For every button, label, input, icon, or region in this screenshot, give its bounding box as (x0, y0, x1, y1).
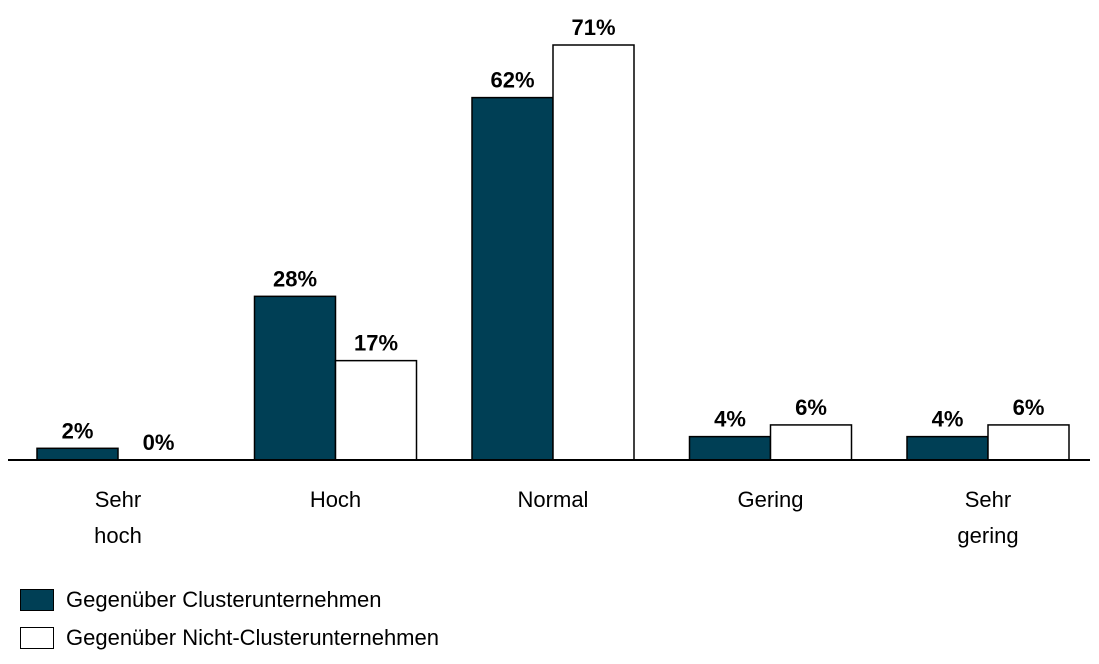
bar-series1-cat3 (471, 96, 554, 461)
value-labels-group: 2% 0% 28% 17% 62% 71% 4% 6% 4% 6% (62, 15, 1045, 455)
bar-series1-cat4 (688, 435, 772, 461)
value-label-series1-cat5: 4% (932, 407, 964, 432)
bar-series2-cat5 (987, 424, 1070, 461)
bar-series2-cat2 (334, 359, 418, 461)
category-label-5-line2: gering (957, 523, 1018, 548)
bar-series2-cat3 (552, 44, 635, 461)
legend-label-non-cluster: Gegenüber Nicht-Clusterunternehmen (66, 625, 439, 650)
value-label-series1-cat3: 62% (490, 68, 534, 93)
value-label-series2-cat3: 71% (571, 15, 615, 40)
legend-swatch-cluster (20, 589, 54, 611)
bar-series1-cat2 (253, 295, 337, 461)
category-label-5-line1: Sehr (965, 487, 1011, 512)
value-label-series2-cat4: 6% (795, 395, 827, 420)
bar-series2-cat4 (769, 424, 853, 461)
category-label-4-line1: Gering (737, 487, 803, 512)
legend: Gegenüber Clusterunternehmen Gegenüber N… (20, 587, 439, 664)
category-labels-group: Sehr hoch Hoch Normal Gering Sehr gering (94, 487, 1018, 548)
legend-item-cluster: Gegenüber Clusterunternehmen (20, 587, 439, 612)
bar-series1-cat1 (36, 447, 119, 461)
bars-group (36, 44, 1070, 461)
legend-item-non-cluster: Gegenüber Nicht-Clusterunternehmen (20, 625, 439, 650)
category-label-2-line1: Hoch (310, 487, 361, 512)
value-label-series1-cat2: 28% (273, 266, 317, 291)
value-label-series1-cat4: 4% (714, 407, 746, 432)
category-label-1-line2: hoch (94, 523, 142, 548)
value-label-series2-cat1: 0% (143, 430, 175, 455)
value-label-series1-cat1: 2% (62, 418, 94, 443)
category-label-1-line1: Sehr (95, 487, 141, 512)
category-label-3-line1: Normal (518, 487, 589, 512)
value-label-series2-cat2: 17% (354, 331, 398, 356)
bar-chart: 2% 0% 28% 17% 62% 71% 4% 6% 4% 6% Sehr hoch Hoch Nor… (8, 15, 1090, 548)
legend-label-cluster: Gegenüber Clusterunternehmen (66, 587, 382, 612)
legend-swatch-non-cluster (20, 627, 54, 649)
bar-series1-cat5 (906, 435, 989, 461)
value-label-series2-cat5: 6% (1013, 395, 1045, 420)
